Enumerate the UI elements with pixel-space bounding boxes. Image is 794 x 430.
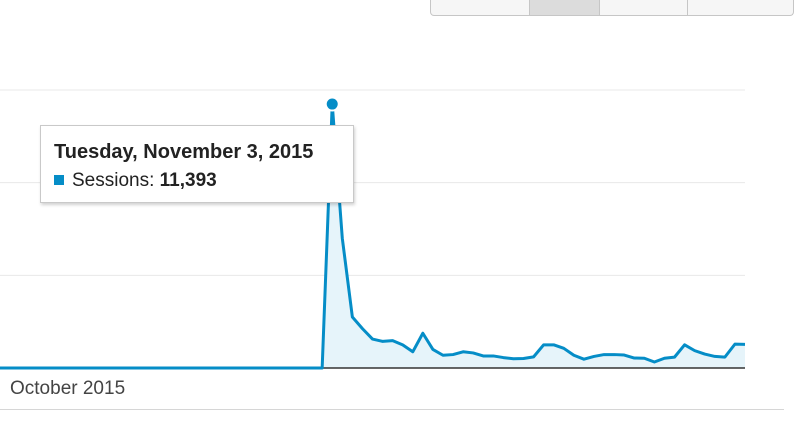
view-toggle-group <box>430 0 794 16</box>
toolbar-segment-2[interactable] <box>530 0 601 15</box>
toolbar-segment-1[interactable] <box>431 0 531 15</box>
tooltip-date: Tuesday, November 3, 2015 <box>54 141 314 163</box>
x-axis-label: October 2015 <box>10 378 126 399</box>
series-line <box>0 102 746 370</box>
toolbar-segment-3[interactable] <box>600 0 688 15</box>
series-swatch-icon <box>54 175 64 185</box>
tooltip-metric-value: 11,393 <box>159 170 217 191</box>
tooltip-metric-row: Sessions: 11,393 <box>54 169 353 193</box>
tooltip-metric-label: Sessions: <box>72 170 155 191</box>
bottom-divider <box>0 409 784 410</box>
chart-tooltip: Tuesday, November 3, 2015 Sessions: 11,3… <box>40 125 354 203</box>
highlighted-data-point <box>324 96 340 112</box>
